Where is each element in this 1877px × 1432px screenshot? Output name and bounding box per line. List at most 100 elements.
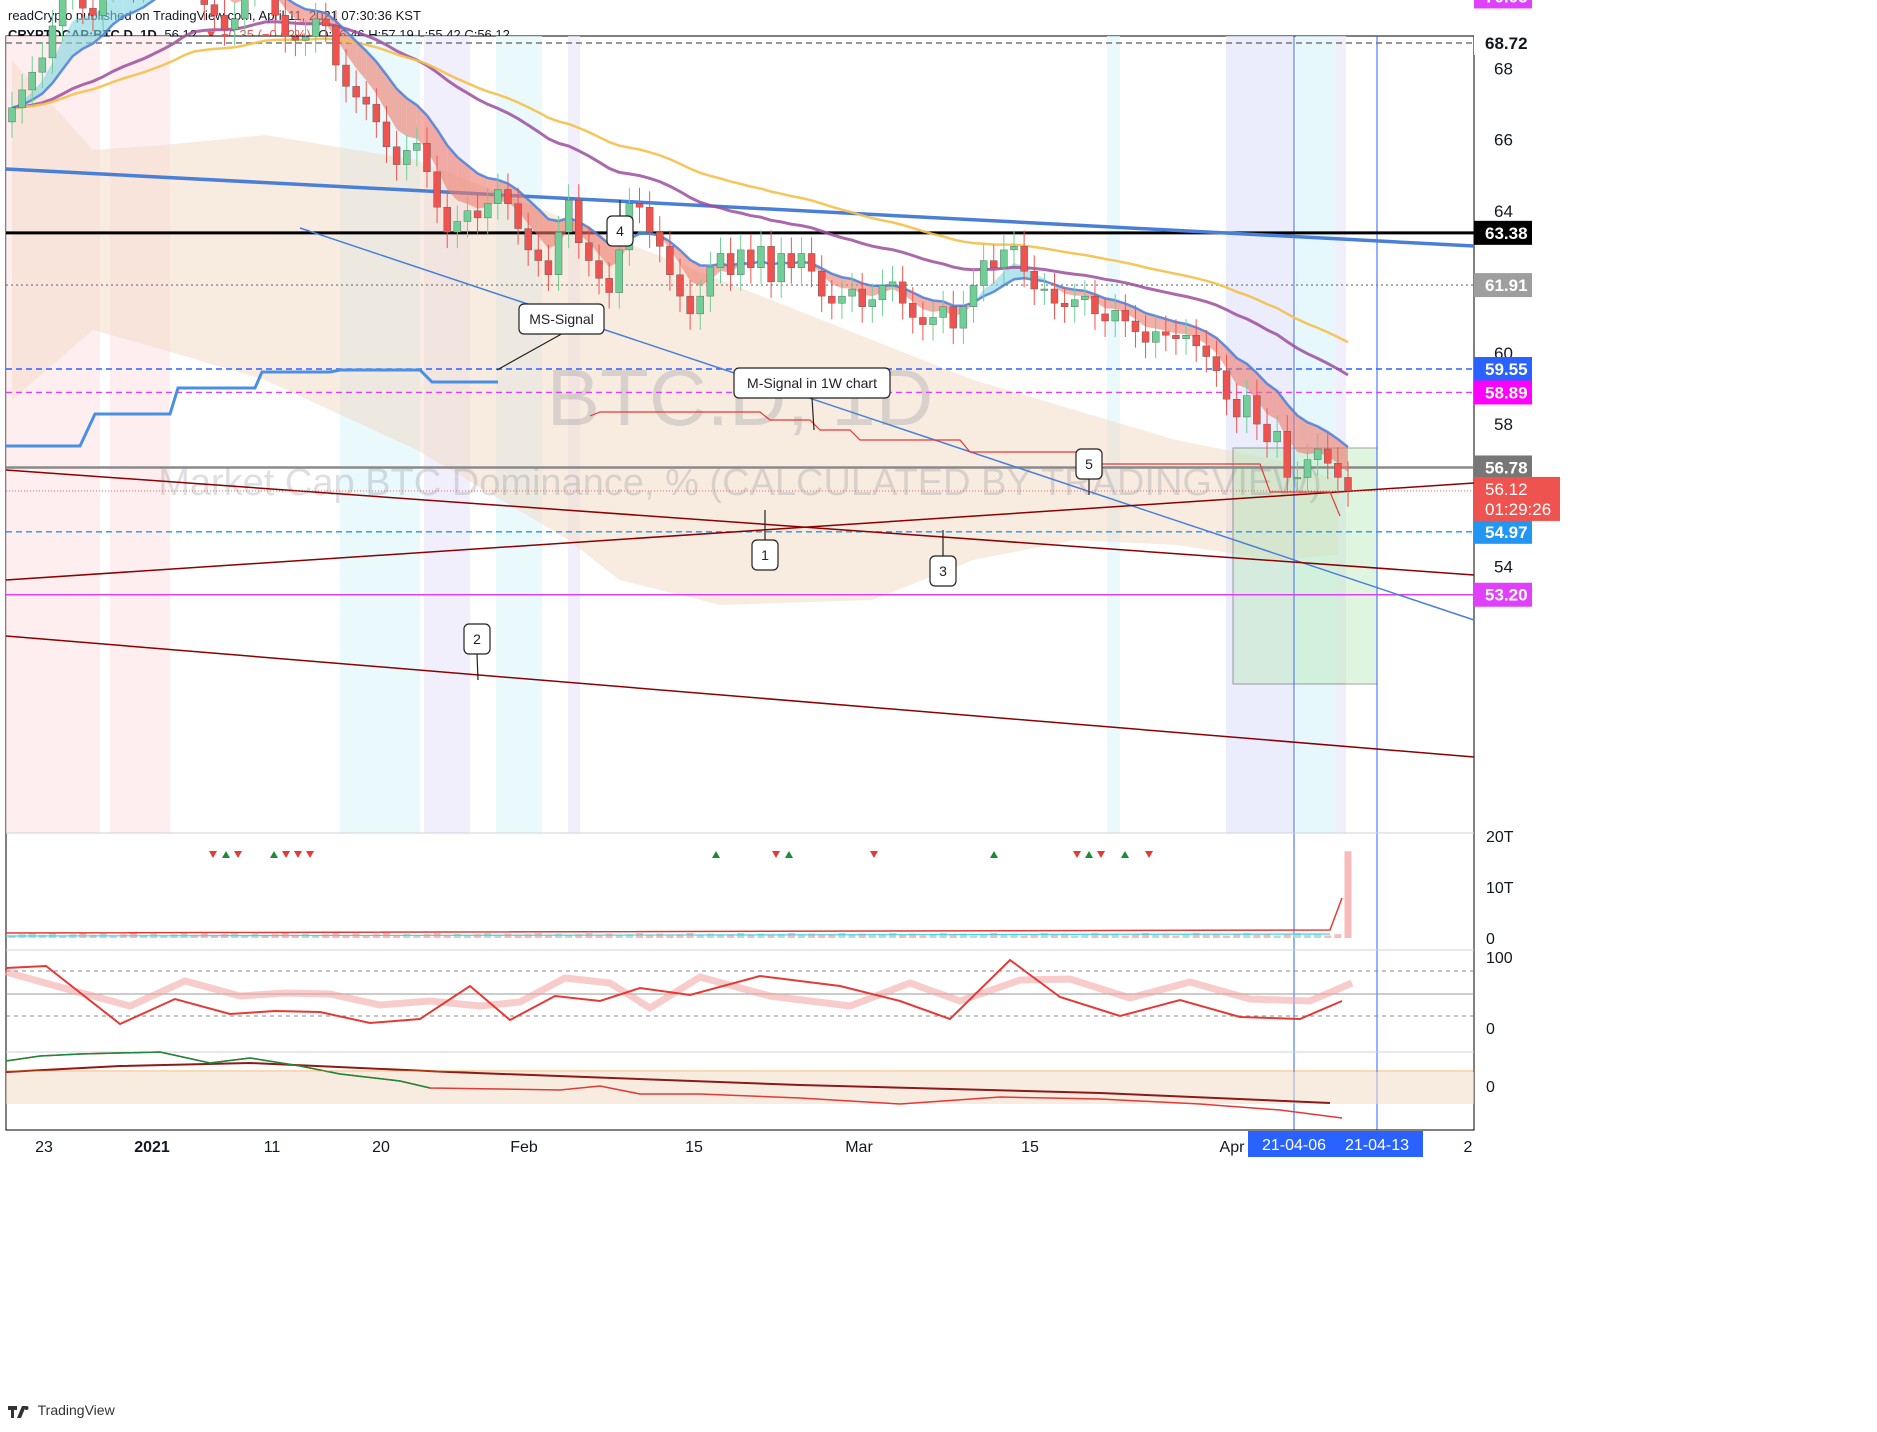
price-label-text: 63.38 <box>1485 224 1528 243</box>
annotation-callout[interactable]: 4 <box>606 200 634 247</box>
candle-body <box>1151 331 1160 343</box>
volume-tick: 10T <box>1486 880 1514 897</box>
candle-body <box>1060 303 1069 307</box>
volume-bar <box>1071 935 1079 938</box>
volume-bar <box>838 933 846 938</box>
volume-bar <box>1131 934 1139 938</box>
candle-body <box>514 203 522 229</box>
candle-body <box>1263 423 1271 443</box>
volume-bar <box>878 934 886 938</box>
candle-body <box>817 271 826 297</box>
price-label-text: 70.03 <box>1485 0 1528 6</box>
candle-body <box>716 253 725 268</box>
annotation-callout[interactable]: MS-Signal <box>496 303 605 371</box>
candle-body <box>200 0 209 5</box>
annotation-callout[interactable]: 5 <box>1075 448 1103 495</box>
time-highlight-text: 21-04-06 <box>1262 1137 1326 1154</box>
candle-body <box>919 317 927 325</box>
volume-bar <box>747 934 755 938</box>
buy-arrow-icon <box>990 851 998 858</box>
ribbon-segment <box>396 88 407 137</box>
candle-body <box>524 228 532 251</box>
volume-bar <box>1344 851 1352 938</box>
time-highlight-text: 21-04-13 <box>1345 1137 1409 1154</box>
callout-pointer <box>496 333 562 371</box>
sell-arrow-icon <box>209 851 217 858</box>
ribbon-segment <box>477 173 488 209</box>
volume-bar <box>474 934 482 938</box>
volume-bar <box>605 933 613 938</box>
candle-body <box>38 57 47 73</box>
candle-body <box>473 210 482 219</box>
price-label-59.55: 59.55 <box>1474 356 1532 381</box>
volume-bar <box>970 935 978 938</box>
candle-body <box>362 96 370 105</box>
candle-body <box>1273 431 1281 443</box>
time-tick: 2021 <box>134 1139 170 1156</box>
annotation-callout[interactable]: 2 <box>463 623 491 681</box>
volume-bar <box>1061 933 1069 938</box>
volume-bar <box>777 934 785 938</box>
price-label-54.97: 54.97 <box>1474 519 1532 544</box>
volume-bar <box>1263 933 1271 938</box>
ribbon-segment <box>230 0 235 4</box>
candle-body <box>939 306 947 318</box>
volume-bar <box>1212 933 1220 938</box>
candle-body <box>706 267 715 297</box>
ribbon-segment <box>1307 422 1318 455</box>
volume-bar <box>939 933 947 938</box>
volume-bar <box>140 934 148 938</box>
price-label-bg <box>1474 455 1532 480</box>
callout-label: 2 <box>473 631 481 647</box>
volume-bar <box>8 935 16 938</box>
signal-band <box>1336 36 1346 833</box>
candle-body <box>990 260 998 268</box>
time-tick: Feb <box>510 1139 538 1156</box>
ribbon-segment <box>447 145 458 201</box>
ribbon-segment <box>72 16 83 57</box>
volume-bar <box>646 934 654 938</box>
volume-bar <box>393 934 401 938</box>
candle-body <box>1202 345 1211 357</box>
sell-arrow-icon <box>1097 851 1105 858</box>
ribbon-segment <box>92 6 104 44</box>
sell-arrow-icon <box>772 851 780 858</box>
volume-bar <box>1304 934 1312 938</box>
ribbon-segment <box>922 297 934 313</box>
annotation-callout[interactable]: M-Signal in 1W chart <box>733 367 891 431</box>
callout-pointer <box>811 397 815 431</box>
volume-bar <box>1273 935 1281 938</box>
annotation-callout[interactable]: 1 <box>751 510 779 571</box>
volume-bar <box>362 935 370 938</box>
candle-body <box>220 15 229 30</box>
annotation-callout[interactable]: 3 <box>929 530 957 587</box>
volume-ma-red <box>5 897 1343 934</box>
candle-body <box>453 221 462 233</box>
candle-body <box>554 231 563 275</box>
candle-body <box>767 246 775 283</box>
volume-tick: 0 <box>1486 931 1495 948</box>
candle-body <box>301 36 310 41</box>
volume-bar <box>797 934 805 938</box>
volume-bar <box>1121 935 1129 938</box>
volume-bar <box>1050 934 1058 938</box>
time-highlight-bg <box>1248 1131 1340 1157</box>
candle-body <box>615 249 623 293</box>
time-tick: 23 <box>35 1139 53 1156</box>
candle-body <box>1020 246 1028 272</box>
volume-bar <box>514 935 522 938</box>
volume-bar <box>210 935 218 938</box>
candle-body <box>1121 310 1130 322</box>
ribbon-segment <box>1267 383 1278 420</box>
volume-bar <box>565 935 573 938</box>
volume-bar <box>555 933 563 938</box>
candle-body <box>504 189 512 204</box>
ribbon-segment <box>457 157 468 204</box>
volume-bar <box>1020 935 1028 938</box>
price-label-bg <box>1474 273 1532 298</box>
last-price-bg <box>1474 476 1560 521</box>
volume-bar <box>1283 934 1291 938</box>
candle-body <box>392 146 401 165</box>
candle-body <box>858 288 866 307</box>
